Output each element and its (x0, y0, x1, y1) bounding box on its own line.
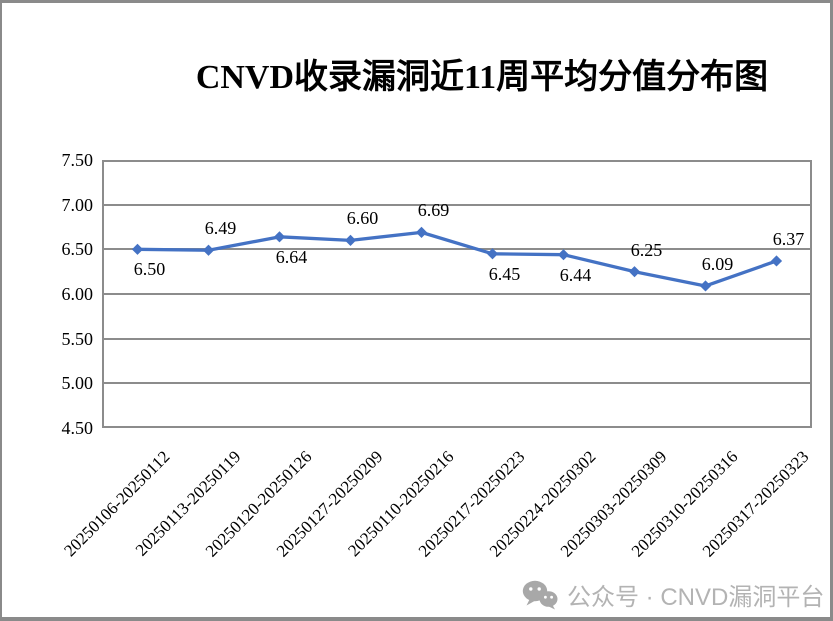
line-series-svg (131, 226, 783, 292)
data-point-marker (415, 226, 428, 238)
y-tick-label: 6.00 (61, 284, 94, 304)
data-point-marker (770, 255, 783, 267)
y-gridline (104, 293, 810, 295)
x-tick-label: 20250317-20250323 (698, 447, 812, 561)
data-point-marker (131, 243, 144, 255)
data-point-label: 6.25 (630, 239, 663, 260)
y-tick-label: 5.00 (61, 373, 94, 394)
series-line (137, 230, 778, 288)
data-point-label: 6.44 (559, 264, 592, 285)
y-tick-label: 7.00 (61, 194, 94, 215)
y-gridline (104, 248, 810, 251)
wechat-icon (522, 580, 558, 609)
data-point-marker (699, 280, 712, 292)
x-tick-label: 20250127-20250209 (272, 447, 386, 561)
x-tick-label: 20250113-20250119 (131, 447, 244, 560)
data-point-label: 6.60 (346, 208, 379, 229)
y-tick-label: 6.50 (61, 239, 94, 260)
watermark-text: 公众号 · CNVD漏洞平台 (567, 584, 825, 611)
x-tick-label: 20250217-20250223 (414, 447, 528, 561)
plot-area (102, 160, 812, 428)
y-gridline (104, 382, 810, 385)
x-tick-label: 20250110-20250216 (343, 447, 457, 561)
data-point-marker (628, 266, 641, 278)
data-point-marker (273, 231, 286, 243)
data-point-label: 6.64 (275, 246, 308, 267)
x-tick-label: 20250310-20250316 (627, 447, 741, 561)
y-tick-label: 5.50 (61, 328, 94, 349)
x-tick-label: 20250106-20250112 (59, 447, 173, 561)
data-point-marker (344, 234, 357, 246)
data-point-label: 6.09 (701, 253, 734, 274)
data-point-marker (557, 249, 570, 261)
x-tick-label: 20250120-20250126 (201, 447, 315, 561)
data-point-label: 6.50 (133, 259, 166, 280)
data-point-label: 6.45 (488, 263, 521, 284)
y-gridline (104, 337, 810, 340)
data-point-marker (202, 244, 215, 256)
data-point-label: 6.37 (772, 228, 805, 249)
x-tick-label: 20250224-20250302 (485, 447, 599, 561)
wechat-watermark: 公众号 · CNVD漏洞平台 (522, 577, 824, 612)
chart-title: CNVD收录漏洞近11周平均分值分布图 (195, 59, 769, 96)
y-gridline (104, 203, 810, 206)
y-tick-label: 4.50 (61, 418, 94, 438)
data-point-marker (486, 248, 499, 260)
data-point-label: 6.49 (204, 218, 237, 239)
y-tick-label: 7.50 (61, 150, 94, 170)
x-tick-label: 20250303-20250309 (556, 447, 670, 561)
data-point-label: 6.69 (417, 200, 450, 221)
